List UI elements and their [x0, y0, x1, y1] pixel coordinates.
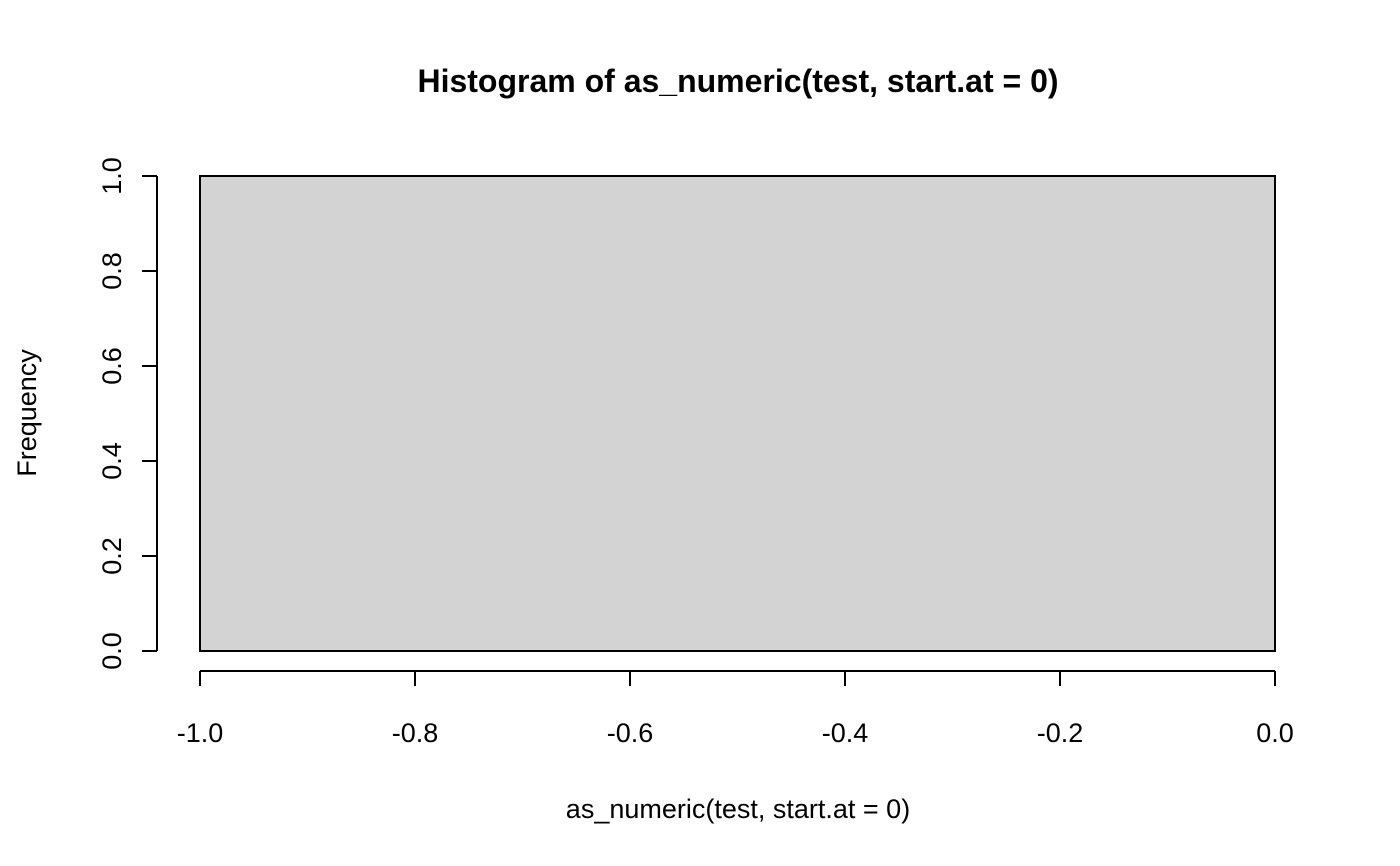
- x-tick-label: -0.8: [392, 718, 439, 748]
- bars-group: [199, 175, 1276, 652]
- x-tick-label: -0.6: [607, 718, 654, 748]
- y-tick-label: 0.8: [97, 252, 127, 290]
- y-tick-label: 0.2: [97, 537, 127, 575]
- y-axis-label: Frequency: [12, 349, 42, 477]
- x-tick-label: -1.0: [177, 718, 224, 748]
- x-axis-label: as_numeric(test, start.at = 0): [566, 794, 910, 824]
- y-tick-label: 0.4: [97, 442, 127, 480]
- x-tick-label: -0.4: [822, 718, 869, 748]
- y-axis: 0.0 0.2 0.4 0.6 0.8 1.0: [97, 157, 158, 670]
- chart-title: Histogram of as_numeric(test, start.at =…: [417, 63, 1058, 99]
- x-axis: -1.0 -0.8 -0.6 -0.4 -0.2 0.0: [177, 670, 1294, 748]
- y-tick-label: 0.0: [97, 632, 127, 670]
- histogram-bar: [199, 175, 1276, 652]
- x-tick-label: -0.2: [1037, 718, 1084, 748]
- y-tick-label: 0.6: [97, 347, 127, 385]
- y-tick-label: 1.0: [97, 157, 127, 195]
- x-tick-label: 0.0: [1256, 718, 1294, 748]
